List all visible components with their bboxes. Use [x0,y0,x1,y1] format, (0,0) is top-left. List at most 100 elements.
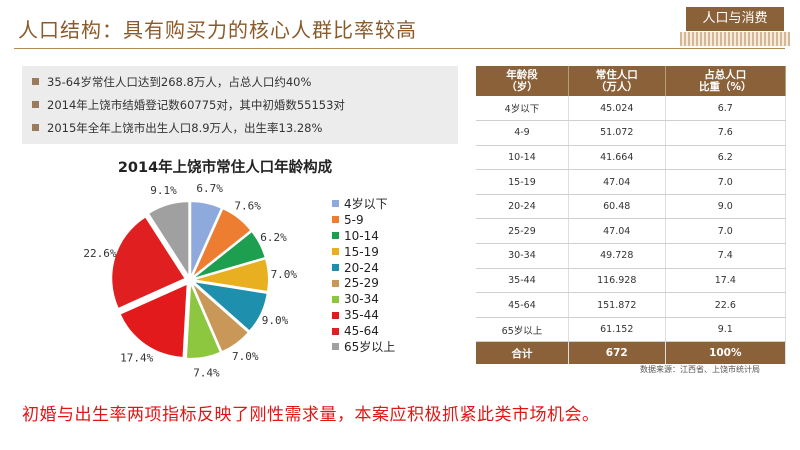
table-row: 20-24 60.48 9.0 [476,194,787,220]
legend-item: 65岁以上 [332,339,395,355]
table-cell: 100% [665,341,787,364]
bullet-square-icon [32,78,39,85]
pie-slice-label: 9.1% [150,184,177,197]
pie-slice [193,209,251,276]
table-cell: 4岁以下 [476,96,569,122]
legend-label: 25-29 [344,276,379,291]
table-row: 25-29 47.04 7.0 [476,218,787,245]
pie-slice [186,285,220,358]
key-fact: 35-64岁常住人口达到268.8万人，占总人口约40% [32,70,448,93]
legend-label: 4岁以下 [344,197,388,212]
legend-swatch [332,295,339,303]
pie-chart: 6.7% 7.6% 6.2% 7.0% 9.0% 7.0% 7.4% 17.4% 22.6% 9.… [83,182,298,380]
pie-slice-label: 7.6% [234,200,261,213]
table-cell: 45.024 [568,96,666,122]
chart-legend: 4岁以下 5-9 10-14 15-19 20-24 25-29 30-34 35-44 45-… [332,196,395,355]
table-row: 35-44 116.928 17.4 [476,268,787,294]
table-cell: 35-44 [476,268,569,294]
pie-slice [120,284,187,357]
legend-item: 4岁以下 [332,196,395,212]
legend-label: 30-34 [344,292,379,307]
pie-slice [195,259,268,291]
legend-swatch [332,200,339,208]
age-table: 年龄段 （岁） 常住人口 （万人） 占总人口 比重（%） 4岁以下 45.024 6.7 4… [476,66,787,364]
table-cell: 22.6 [665,292,787,318]
table-cell: 9.1 [665,317,787,343]
data-source: 数据来源：江西省、上饶市统计局 [640,365,760,374]
table-cell: 7.4 [665,243,787,269]
bullet-square-icon [32,101,39,108]
legend-label: 35-44 [344,308,379,323]
legend-label: 10-14 [344,228,379,243]
table-row: 30-34 49.728 7.4 [476,243,787,269]
legend-label: 15-19 [344,244,379,259]
table-cell: 合计 [476,341,569,364]
table-cell: 116.928 [568,268,666,294]
chart-title: 2014年上饶市常住人口年龄构成 [117,160,333,176]
legend-item: 45-64 [332,323,395,339]
pie-slice-label: 7.0% [232,350,259,363]
table-cell: 60.48 [568,194,666,220]
table-cell: 7.6 [665,120,787,146]
pie-slice-label: 9.0% [262,314,289,327]
table-row: 10-14 41.664 6.2 [476,145,787,171]
tag-decoration [680,32,790,46]
table-row: 15-19 47.04 7.0 [476,169,787,195]
pie-slice [193,284,248,351]
legend-swatch [332,343,339,351]
legend-swatch [332,216,339,224]
pie-slice [191,202,221,275]
header-age-group: 年龄段 （岁） [476,66,569,96]
section-tag: 人口与消费 [686,7,784,31]
legend-label: 20-24 [344,260,379,275]
table-cell: 20-24 [476,194,569,220]
legend-label: 5-9 [344,212,364,227]
table-cell: 51.072 [568,120,666,146]
table-cell: 9.0 [665,194,787,220]
legend-swatch [332,279,339,287]
table-header-row: 年龄段 （岁） 常住人口 （万人） 占总人口 比重（%） [476,66,787,96]
table-cell: 47.04 [568,218,666,245]
pie-slice-label: 7.4% [193,367,220,380]
legend-item: 25-29 [332,275,395,291]
table-cell: 6.2 [665,145,787,171]
table-row: 4岁以下 45.024 6.7 [476,96,787,122]
table-total-row: 合计 672 100% [476,341,787,364]
table-row: 4-9 51.072 7.6 [476,120,787,146]
table-cell: 15-19 [476,169,569,195]
table-cell: 65岁以上 [476,317,569,343]
pie-slice-label: 17.4% [120,351,153,364]
table-row: 45-64 151.872 22.6 [476,292,787,318]
legend-swatch [332,232,339,240]
pie-slice [112,217,185,308]
table-cell: 7.0 [665,218,787,245]
legend-swatch [332,311,339,319]
table-cell: 30-34 [476,243,569,269]
pie-slice [149,202,189,275]
table-cell: 17.4 [665,268,787,294]
bullet-square-icon [32,124,39,131]
legend-item: 20-24 [332,260,395,276]
table-row: 65岁以上 61.152 9.1 [476,317,787,343]
key-fact: 2015年全年上饶市出生人口8.9万人，出生率13.28% [32,116,448,139]
conclusion-text: 初婚与出生率两项指标反映了刚性需求量，本案应积极抓紧此类市场机会。 [22,405,600,425]
key-facts-box: 35-64岁常住人口达到268.8万人，占总人口约40% 2014年上饶市结婚登… [22,66,458,144]
pie-slice-label: 22.6% [83,247,116,260]
legend-item: 10-14 [332,228,395,244]
pie-slice-label: 7.0% [271,268,298,281]
table-cell: 10-14 [476,145,569,171]
pie-slice-label: 6.2% [260,231,287,244]
table-cell: 25-29 [476,218,569,245]
table-cell: 61.152 [568,317,666,343]
pie-slice [195,232,265,278]
page-title: 人口结构：具有购买力的核心人群比率较高 [18,18,417,42]
legend-swatch [332,248,339,256]
table-cell: 49.728 [568,243,666,269]
legend-item: 35-44 [332,307,395,323]
legend-swatch [332,327,339,335]
table-cell: 41.664 [568,145,666,171]
title-divider [14,48,785,49]
legend-swatch [332,264,339,271]
table-cell: 672 [568,341,666,364]
table-cell: 7.0 [665,169,787,195]
